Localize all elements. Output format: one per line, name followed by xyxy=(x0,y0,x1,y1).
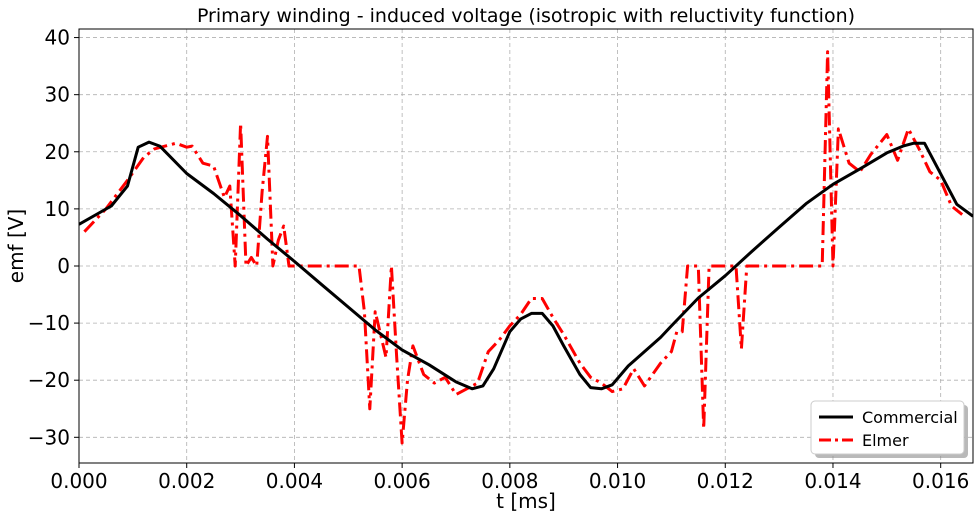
x-tick-label: 0.004 xyxy=(266,469,323,493)
x-tick-label: 0.012 xyxy=(697,469,754,493)
y-tick-label: 40 xyxy=(45,26,70,50)
chart-title: Primary winding - induced voltage (isotr… xyxy=(197,5,855,27)
y-tick-label: −30 xyxy=(28,425,70,449)
x-tick-label: 0.006 xyxy=(373,469,430,493)
x-tick-label: 0.008 xyxy=(481,469,538,493)
y-tick-label: 0 xyxy=(57,254,70,278)
plot-area xyxy=(79,50,973,445)
legend-label-elmer: Elmer xyxy=(862,431,909,450)
x-axis-label: t [ms] xyxy=(496,489,556,513)
legend-label-commercial: Commercial xyxy=(862,408,958,427)
y-tick-label: −20 xyxy=(28,368,70,392)
x-tick-label: 0.010 xyxy=(589,469,646,493)
plot-frame xyxy=(78,28,974,464)
x-axis: 0.000 0.002 0.004 0.006 0.008 0.010 0.012 0.014… xyxy=(50,463,969,493)
x-tick-label: 0.000 xyxy=(50,469,107,493)
y-axis-label: emf [V] xyxy=(4,209,28,283)
series-line-elmer xyxy=(83,50,964,445)
y-tick-label: 30 xyxy=(45,83,70,107)
y-tick-label: 20 xyxy=(45,140,70,164)
x-tick-label: 0.002 xyxy=(158,469,215,493)
y-axis: −30 −20 −10 0 10 20 30 40 xyxy=(28,26,79,449)
x-tick-label: 0.014 xyxy=(804,469,861,493)
y-tick-label: −10 xyxy=(28,311,70,335)
series-line-commercial xyxy=(79,140,973,391)
y-tick-label: 10 xyxy=(45,197,70,221)
legend: Commercial Elmer xyxy=(810,400,968,458)
x-tick-label: 0.016 xyxy=(912,469,969,493)
